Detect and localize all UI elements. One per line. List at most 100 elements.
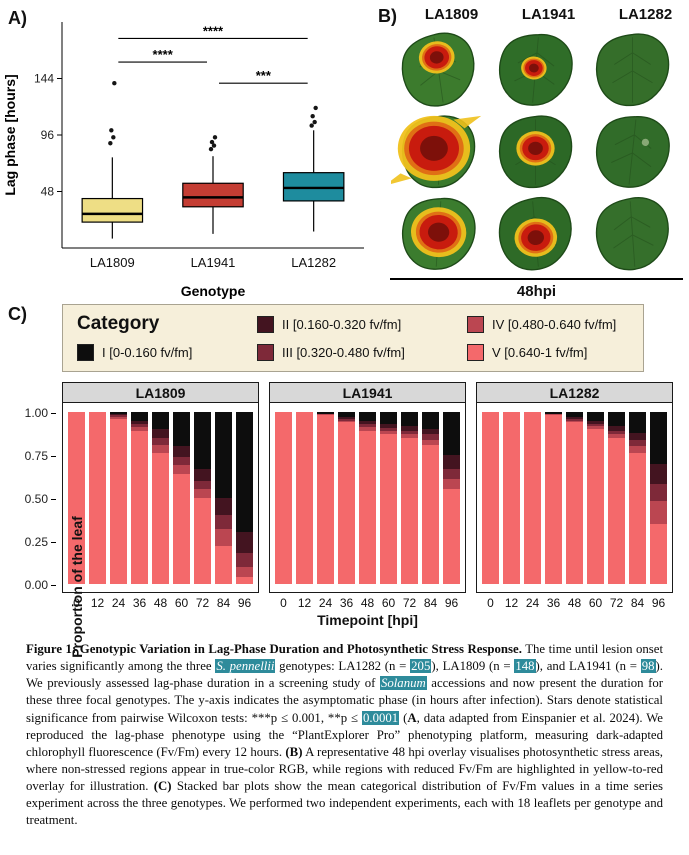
bar-segment-II [152, 429, 169, 438]
bar-segment-III [587, 424, 604, 426]
panel-b-label: B) [378, 6, 397, 26]
bar-segment-III [152, 437, 169, 445]
caption-segment: 148 [514, 659, 536, 674]
legend-swatch [257, 344, 274, 361]
bar-segment-IV [236, 566, 253, 578]
stacked-bar-t96 [650, 412, 667, 584]
stacked-bar-t12 [89, 412, 106, 584]
bar-segment-IV [629, 446, 646, 454]
bar-segment-IV [173, 465, 190, 474]
legend-entry-IV: IV [0.480-0.640 fv/fm] [467, 313, 643, 335]
bar-segment-II [173, 446, 190, 457]
bar-segment-V [173, 473, 190, 584]
leaf-image [390, 111, 487, 193]
stacked-bar-plots: Proportion of the leaf 1.00 0.75 0.50 0.25 0… [25, 382, 673, 658]
bar-segment-II [422, 429, 439, 435]
bar-segment-III [650, 484, 667, 502]
x-tick-label: 0 [280, 596, 287, 610]
x-tick-label: 12 [504, 596, 519, 610]
bar-segment-IV [443, 479, 460, 490]
bar-segment-I [443, 412, 460, 456]
legend-label: III [0.320-0.480 fv/fm] [282, 345, 405, 360]
bar-segment-III [443, 468, 460, 480]
bar-segment-IV [380, 430, 397, 435]
x-tick-label: 96 [237, 596, 252, 610]
bar-segment-V [401, 437, 418, 584]
bar-segment-V [380, 434, 397, 584]
bar-segment-II [236, 532, 253, 554]
facet-strip-label: LA1941 [269, 382, 466, 403]
column-header-la1941: LA1941 [521, 6, 576, 23]
y-tick-mark [51, 585, 56, 586]
caption-segment: ( [399, 710, 408, 725]
panel-c-stacked-bars: C) Category I [0-0.160 fv/fm] II [0.160-0… [0, 304, 689, 658]
stacked-bar-t48 [359, 412, 376, 584]
legend-swatch [257, 315, 274, 333]
facet-plot-area [476, 403, 673, 593]
x-tick-label: 36 [132, 596, 147, 610]
bar-segment-II [587, 420, 604, 425]
leaf-image [390, 193, 487, 275]
caption-segment: Solanum [379, 676, 427, 691]
y-tick-label: 1.00 [24, 406, 48, 420]
bar-segment-II [566, 417, 583, 419]
bar-segment-III [566, 418, 583, 421]
x-tick-label: 24 [111, 596, 126, 610]
leaf-image [584, 111, 681, 193]
bar-segment-I [131, 412, 148, 421]
legend-label: I [0-0.160 fv/fm] [102, 345, 193, 360]
bar-segment-I [422, 412, 439, 430]
stacked-bar-t48 [566, 412, 583, 584]
leaf-illustration [498, 115, 573, 189]
x-tick-label: 96 [651, 596, 666, 610]
stacked-bar-t0 [482, 412, 499, 584]
bar-segment-II [650, 463, 667, 485]
bar-segment-II [338, 417, 355, 419]
svg-text:***: *** [256, 68, 272, 83]
legend-swatch [467, 315, 484, 333]
stacked-bar-t96 [443, 412, 460, 584]
x-tick-labels: 0 12 24 36 48 60 72 84 96 [62, 596, 259, 611]
leaf-illustration [402, 197, 476, 270]
caption-segment: genotypes: LA1282 (n = [275, 659, 411, 674]
stacked-bar-t72 [194, 412, 211, 584]
facet-plot-area [62, 403, 259, 593]
legend-entry-V: V [0.640-1 fv/fm] [467, 344, 643, 361]
y-tick-mark [51, 413, 56, 414]
caption-segment: , data adapted from Einspanier et al. 20… [26, 710, 663, 759]
bar-segment-V [566, 422, 583, 584]
y-tick-mark [51, 499, 56, 500]
leaf-illustration [391, 115, 482, 189]
bar-segment-III [401, 430, 418, 435]
stacked-bar-t12 [296, 412, 313, 584]
y-tick-label: 0.00 [24, 578, 48, 592]
x-tick-label: 36 [546, 596, 561, 610]
leaf-image [584, 193, 681, 275]
svg-text:LA1282: LA1282 [291, 255, 336, 270]
bar-segment-I [173, 412, 190, 447]
stacked-bar-t36 [545, 412, 562, 584]
bar-segment-IV [422, 439, 439, 445]
x-tick-label: 84 [216, 596, 231, 610]
column-header-la1809: LA1809 [424, 6, 479, 23]
bar-segment-III [608, 430, 625, 435]
bar-segment-V [650, 523, 667, 584]
legend-entry-I: I [0-0.160 fv/fm] [77, 344, 257, 361]
x-tick-labels: 0 12 24 36 48 60 72 84 96 [269, 596, 466, 611]
facet-plot-area [269, 403, 466, 593]
caption-segment: ). We previously assessed lag-phase dura… [26, 659, 664, 691]
bar-segment-II [110, 413, 127, 416]
bar-segment-V [545, 415, 562, 584]
x-tick-label: 24 [318, 596, 333, 610]
caption-segment: A representative 48 hpi overlay visualis… [26, 744, 663, 794]
timepoint-footer: 48hpi [390, 278, 683, 300]
bar-segment-I [650, 412, 667, 464]
bar-segment-II [131, 420, 148, 425]
leaf-image [487, 193, 584, 275]
bar-segment-I [215, 412, 232, 499]
leaf-illustration [498, 33, 573, 106]
stacked-bar-t60 [380, 412, 397, 584]
bar-segment-III [173, 456, 190, 466]
x-tick-label: 12 [297, 596, 312, 610]
stacked-bar-t36 [131, 412, 148, 584]
